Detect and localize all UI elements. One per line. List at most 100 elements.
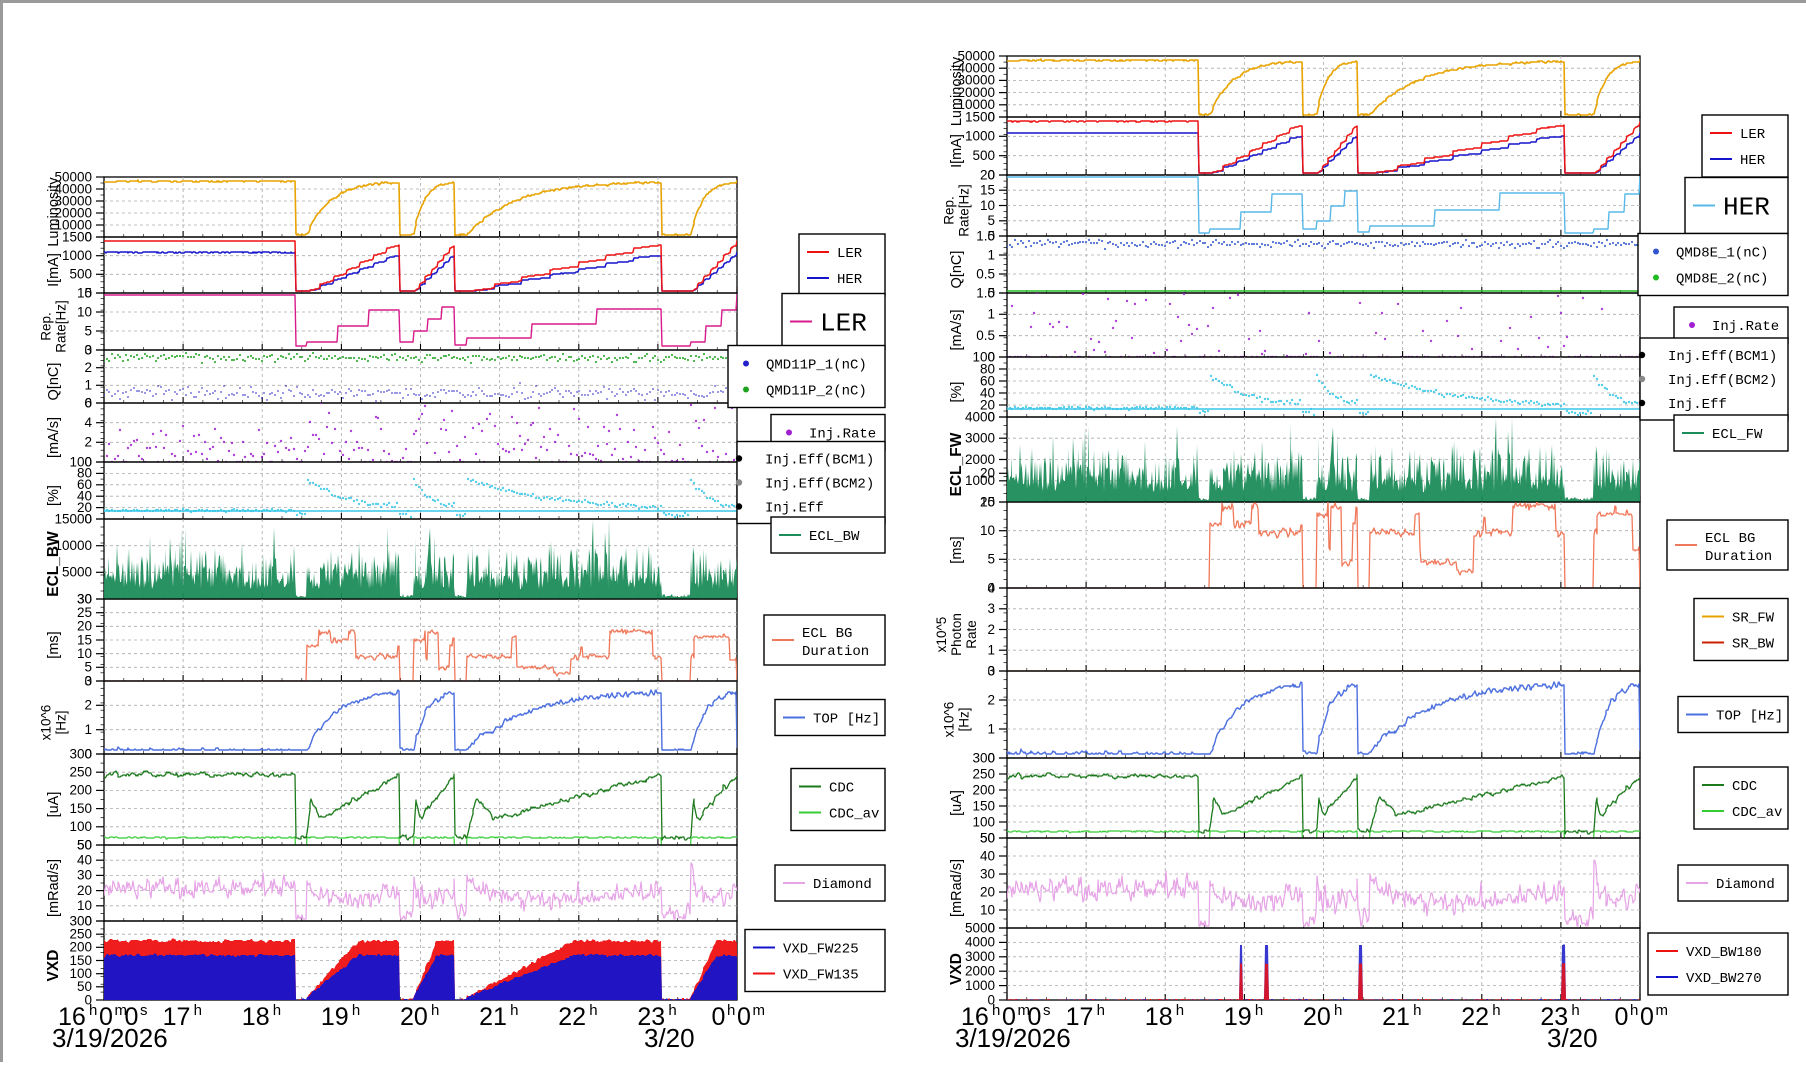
svg-text:[mA/s]: [mA/s] [46, 417, 62, 458]
svg-text:50: 50 [980, 830, 995, 845]
svg-text:h: h [589, 1002, 597, 1019]
svg-text:2: 2 [84, 360, 92, 375]
svg-text:300: 300 [69, 746, 92, 761]
svg-text:[mRad/s]: [mRad/s] [46, 859, 62, 917]
svg-text:250: 250 [972, 766, 995, 781]
svg-text:5000: 5000 [62, 565, 92, 580]
svg-text:22: 22 [1461, 1003, 1489, 1031]
svg-text:Inj.Eff: Inj.Eff [1668, 397, 1727, 413]
svg-text:150: 150 [972, 798, 995, 813]
svg-text:Inj.Rate: Inj.Rate [809, 426, 876, 442]
svg-text:1: 1 [84, 378, 92, 393]
svg-text:3: 3 [84, 673, 92, 688]
svg-text:Rep.: Rep. [39, 312, 54, 341]
svg-text:h: h [727, 1002, 735, 1019]
svg-text:h: h [273, 1002, 281, 1019]
svg-text:CDC_av: CDC_av [829, 806, 879, 822]
svg-text:30: 30 [77, 591, 92, 606]
svg-text:h: h [352, 1002, 360, 1019]
svg-text:CDC: CDC [1732, 779, 1757, 795]
svg-text:2: 2 [987, 622, 995, 637]
svg-text:1: 1 [987, 643, 995, 658]
svg-text:5: 5 [84, 323, 92, 338]
svg-text:3/20: 3/20 [644, 1023, 695, 1053]
svg-text:3/19/2026: 3/19/2026 [955, 1023, 1071, 1053]
svg-text:21: 21 [479, 1003, 507, 1031]
svg-text:15: 15 [77, 285, 92, 300]
svg-text:10: 10 [77, 646, 92, 661]
svg-text:15: 15 [77, 632, 92, 647]
svg-text:Inj.Eff(BCM1): Inj.Eff(BCM1) [765, 452, 874, 468]
svg-text:2: 2 [84, 698, 92, 713]
svg-text:10: 10 [77, 898, 92, 913]
svg-text:x10^6: x10^6 [39, 705, 54, 741]
svg-text:1: 1 [987, 721, 995, 736]
svg-text:[mRad/s]: [mRad/s] [949, 859, 965, 917]
svg-text:h: h [1413, 1002, 1421, 1019]
svg-text:LER: LER [837, 246, 863, 262]
svg-text:[uA]: [uA] [949, 790, 965, 816]
svg-text:0: 0 [1640, 1003, 1654, 1031]
svg-text:2000: 2000 [965, 452, 995, 467]
svg-text:VXD_FW225: VXD_FW225 [783, 941, 859, 957]
svg-text:300: 300 [69, 913, 92, 928]
svg-text:h: h [1176, 1002, 1184, 1019]
svg-text:500: 500 [972, 148, 995, 163]
svg-text:100: 100 [69, 454, 92, 469]
svg-text:h: h [1492, 1002, 1500, 1019]
svg-text:Rep.: Rep. [942, 196, 957, 225]
svg-text:x10^5: x10^5 [934, 617, 949, 653]
svg-text:h: h [1097, 1002, 1105, 1019]
svg-text:[%]: [%] [949, 382, 965, 403]
svg-text:Inj.Eff: Inj.Eff [765, 500, 824, 516]
svg-text:21: 21 [1382, 1003, 1410, 1031]
svg-text:Inj.Eff(BCM1): Inj.Eff(BCM1) [1668, 349, 1777, 365]
svg-text:Q[nC]: Q[nC] [46, 363, 62, 401]
svg-text:s: s [1043, 1002, 1051, 1019]
svg-text:15: 15 [980, 183, 995, 198]
svg-text:TOP [Hz]: TOP [Hz] [1716, 708, 1783, 724]
svg-text:Q[nC]: Q[nC] [949, 251, 965, 289]
svg-text:1.5: 1.5 [976, 285, 995, 300]
svg-text:22: 22 [558, 1003, 586, 1031]
svg-text:QMD8E_1(nC): QMD8E_1(nC) [1676, 245, 1768, 261]
svg-text:0.5: 0.5 [976, 328, 995, 343]
svg-text:[uA]: [uA] [46, 792, 62, 818]
svg-text:4000: 4000 [965, 409, 995, 424]
svg-text:3000: 3000 [965, 431, 995, 446]
svg-text:1000: 1000 [62, 248, 92, 263]
svg-text:25: 25 [77, 605, 92, 620]
svg-text:200: 200 [69, 940, 92, 955]
svg-text:[Hz]: [Hz] [54, 710, 69, 734]
svg-text:150: 150 [69, 801, 92, 816]
svg-text:0: 0 [1615, 1003, 1629, 1031]
svg-text:Luminosity: Luminosity [949, 56, 965, 126]
svg-text:HER: HER [1740, 153, 1766, 169]
svg-text:Luminosity: Luminosity [46, 177, 62, 247]
svg-text:ECL_FW: ECL_FW [1712, 427, 1763, 443]
svg-text:20: 20 [980, 884, 995, 899]
svg-text:20: 20 [980, 466, 995, 481]
svg-text:10: 10 [77, 304, 92, 319]
svg-text:SR_FW: SR_FW [1732, 610, 1775, 626]
svg-text:200: 200 [69, 783, 92, 798]
svg-text:3/19/2026: 3/19/2026 [52, 1023, 168, 1053]
svg-text:5000: 5000 [965, 920, 995, 935]
svg-text:19: 19 [1224, 1003, 1252, 1031]
svg-text:CDC_av: CDC_av [1732, 805, 1782, 821]
svg-text:ECL BG: ECL BG [802, 626, 852, 642]
svg-text:HER: HER [1723, 193, 1770, 223]
svg-text:40: 40 [980, 848, 995, 863]
svg-text:x10^6: x10^6 [942, 702, 957, 738]
svg-text:18: 18 [242, 1003, 270, 1031]
svg-text:6: 6 [84, 395, 92, 410]
svg-text:4: 4 [987, 580, 995, 595]
svg-text:m: m [753, 1002, 766, 1019]
svg-text:300: 300 [972, 750, 995, 765]
svg-text:19: 19 [321, 1003, 349, 1031]
svg-text:5: 5 [987, 552, 995, 567]
svg-text:HER: HER [837, 272, 863, 288]
svg-text:ECL_FW: ECL_FW [948, 432, 965, 496]
svg-text:TOP [Hz]: TOP [Hz] [813, 711, 880, 727]
svg-text:1: 1 [84, 722, 92, 737]
